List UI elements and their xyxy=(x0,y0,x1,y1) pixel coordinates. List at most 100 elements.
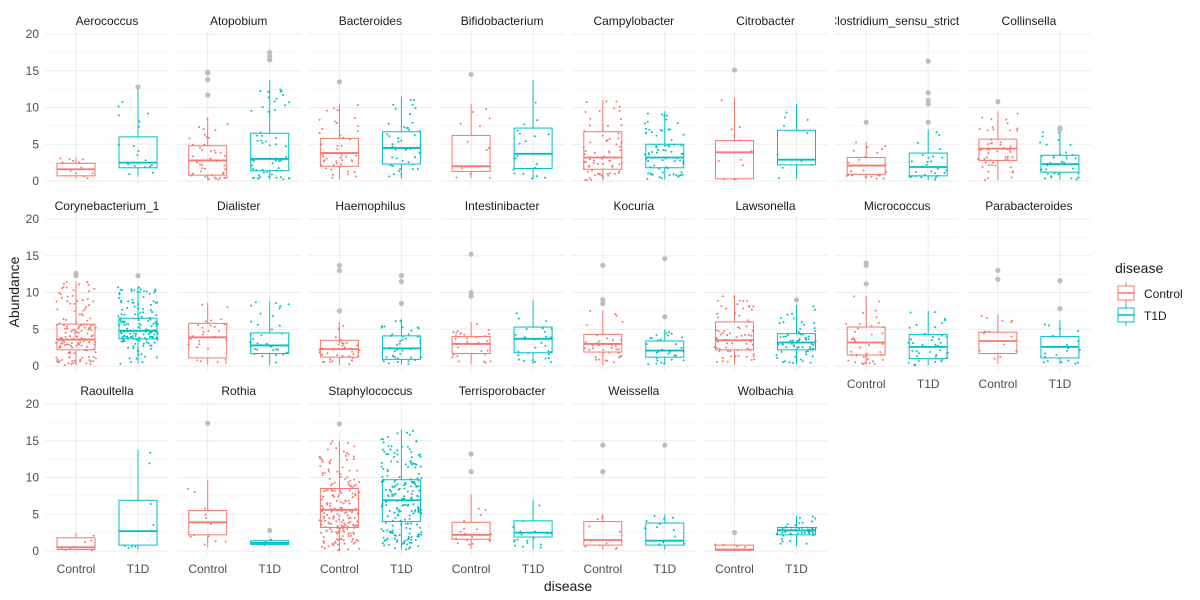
data-point xyxy=(489,360,492,363)
data-point xyxy=(744,546,747,549)
data-point xyxy=(67,362,70,365)
data-point xyxy=(746,347,749,350)
data-point xyxy=(393,493,396,496)
data-point xyxy=(873,362,876,365)
data-point xyxy=(65,286,68,289)
data-point xyxy=(72,159,75,162)
box-t1d xyxy=(380,272,423,365)
data-point xyxy=(358,480,361,483)
box-control xyxy=(583,442,623,551)
data-point xyxy=(777,177,780,180)
data-point xyxy=(544,330,547,333)
data-point xyxy=(347,453,350,456)
data-point xyxy=(594,356,597,359)
data-point xyxy=(656,359,659,362)
data-point xyxy=(390,460,393,463)
data-point xyxy=(70,344,73,347)
data-point xyxy=(1009,129,1012,132)
data-point xyxy=(130,290,133,293)
data-point xyxy=(811,515,814,518)
data-point xyxy=(517,354,520,357)
data-point xyxy=(870,333,873,336)
data-point xyxy=(140,352,143,355)
data-point xyxy=(126,327,129,330)
box-control xyxy=(318,421,361,552)
outlier-point xyxy=(398,300,404,307)
outlier-point xyxy=(398,272,404,279)
data-point xyxy=(1055,354,1058,357)
data-point xyxy=(847,359,850,362)
data-point xyxy=(1012,170,1015,173)
data-point xyxy=(256,342,259,345)
outlier-point xyxy=(600,262,606,268)
data-point xyxy=(418,489,421,492)
data-point xyxy=(79,341,82,344)
data-point xyxy=(329,462,332,465)
data-point xyxy=(544,344,547,347)
data-point xyxy=(520,533,523,536)
data-point xyxy=(88,304,91,307)
data-point xyxy=(123,340,126,343)
data-point xyxy=(1074,157,1077,160)
data-point xyxy=(356,344,359,347)
data-point xyxy=(218,176,221,179)
data-point xyxy=(125,322,128,325)
data-point xyxy=(810,343,813,346)
box-iqr xyxy=(978,331,1018,355)
facet-label: Micrococcus xyxy=(864,199,931,213)
data-point xyxy=(407,465,410,468)
data-point xyxy=(418,526,421,529)
data-point xyxy=(987,152,990,155)
data-point xyxy=(118,293,121,296)
data-point xyxy=(347,173,350,176)
box-control xyxy=(318,262,361,366)
data-point xyxy=(391,156,394,159)
data-point xyxy=(332,164,335,167)
outlier-point xyxy=(731,530,738,536)
data-point xyxy=(589,141,592,144)
outlier-point xyxy=(1057,278,1063,284)
data-point xyxy=(391,524,394,527)
data-point xyxy=(675,343,678,346)
data-point xyxy=(214,129,217,132)
data-point xyxy=(488,176,491,179)
data-point xyxy=(811,355,814,358)
data-point xyxy=(204,513,207,516)
data-point xyxy=(741,164,744,167)
data-point xyxy=(882,177,885,180)
box-control xyxy=(187,302,229,365)
data-point xyxy=(345,511,348,514)
data-point xyxy=(333,481,336,484)
data-point xyxy=(150,164,153,167)
data-point xyxy=(533,360,536,363)
data-point xyxy=(401,326,404,329)
data-point xyxy=(127,300,130,303)
data-point xyxy=(539,546,542,549)
data-point xyxy=(354,154,357,157)
data-point xyxy=(618,163,621,166)
data-point xyxy=(984,161,987,164)
data-point xyxy=(351,496,354,499)
box-iqr xyxy=(118,499,158,546)
data-point xyxy=(287,101,290,104)
data-point xyxy=(256,348,259,351)
data-point xyxy=(70,362,73,365)
data-point xyxy=(1009,166,1012,169)
data-point xyxy=(940,322,943,325)
data-point xyxy=(260,139,263,142)
data-point xyxy=(752,353,755,356)
data-point xyxy=(745,299,748,302)
data-point xyxy=(907,361,910,364)
data-point xyxy=(413,462,416,465)
box-t1d xyxy=(117,272,159,365)
data-point xyxy=(799,327,802,330)
data-point xyxy=(410,456,413,459)
data-point xyxy=(328,517,331,520)
data-point xyxy=(939,148,942,151)
data-point xyxy=(142,290,145,293)
data-point xyxy=(415,523,418,526)
box-control xyxy=(978,267,1018,364)
data-point xyxy=(394,107,397,110)
data-point xyxy=(353,117,356,120)
